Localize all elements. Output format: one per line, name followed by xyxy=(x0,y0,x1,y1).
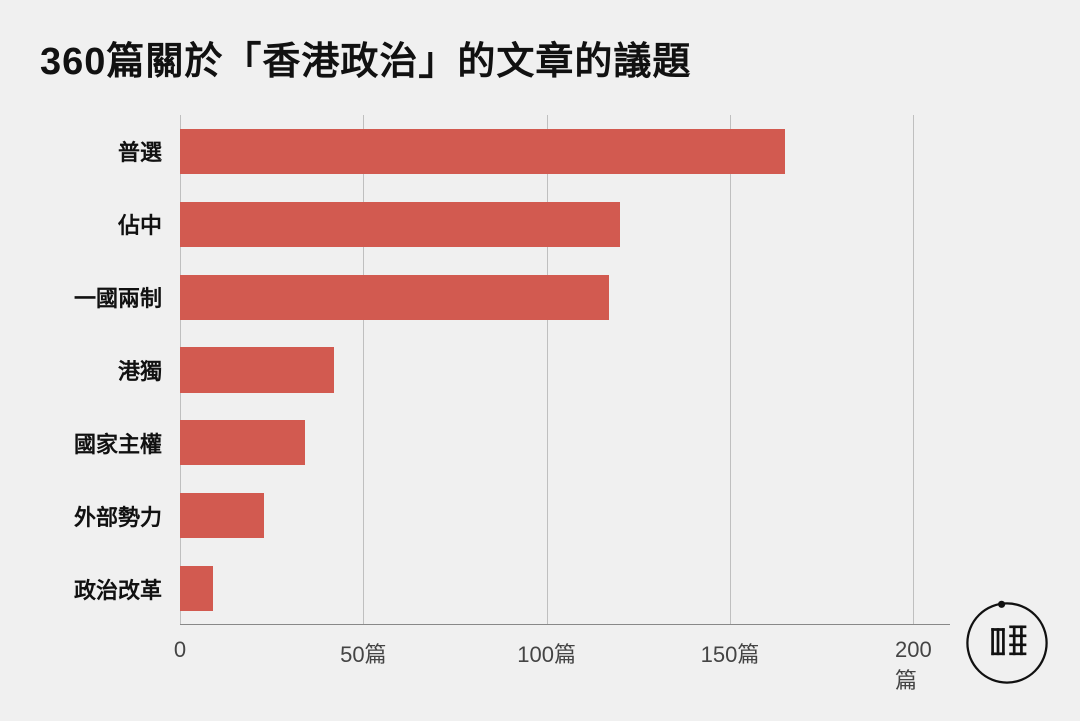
bar xyxy=(180,493,264,538)
x-tick-label: 0 xyxy=(174,637,186,663)
bar xyxy=(180,202,620,247)
x-tick-label: 50篇 xyxy=(340,637,386,669)
gridline xyxy=(363,115,364,625)
x-tick-label: 200篇 xyxy=(895,637,932,695)
x-axis-line xyxy=(180,624,950,625)
plot-region: 050篇100篇150篇200篇普選佔中一國兩制港獨國家主權外部勢力政治改革 xyxy=(180,115,950,625)
bar xyxy=(180,275,609,320)
publisher-logo xyxy=(962,598,1052,693)
chart-title: 360篇關於「香港政治」的文章的議題 xyxy=(40,30,691,85)
chart-area: 050篇100篇150篇200篇普選佔中一國兩制港獨國家主權外部勢力政治改革 xyxy=(180,115,950,625)
gridline xyxy=(547,115,548,625)
y-tick-label: 政治改革 xyxy=(12,573,162,605)
gridline xyxy=(730,115,731,625)
bar xyxy=(180,420,305,465)
bar xyxy=(180,347,334,392)
y-tick-label: 外部勢力 xyxy=(12,500,162,532)
x-tick-label: 100篇 xyxy=(517,637,576,669)
x-tick-label: 150篇 xyxy=(701,637,760,669)
y-tick-label: 佔中 xyxy=(12,208,162,240)
y-tick-label: 港獨 xyxy=(12,354,162,386)
gridline xyxy=(913,115,914,625)
y-tick-label: 一國兩制 xyxy=(12,281,162,313)
bar xyxy=(180,129,785,174)
bar xyxy=(180,566,213,611)
logo-icon xyxy=(962,598,1052,688)
y-tick-label: 國家主權 xyxy=(12,427,162,459)
y-tick-label: 普選 xyxy=(12,135,162,167)
